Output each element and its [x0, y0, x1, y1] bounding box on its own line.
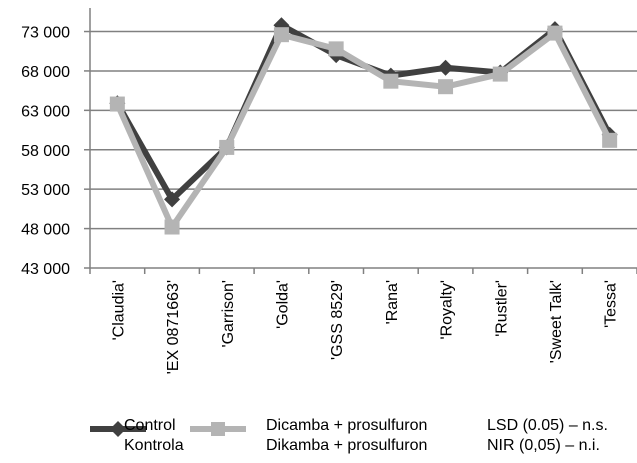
data-point-treatment: [492, 66, 508, 82]
legend-label-lsd-en: LSD (0.05) – n.s.: [487, 417, 608, 434]
y-axis-tick-labels: 43 000 48 000 53 000 58 000 63 000 68 000 73 0…: [21, 25, 70, 278]
legend-label-control: Control Kontrola: [124, 416, 184, 456]
data-series: [109, 17, 618, 235]
x-tick-label: 'Sweet Talk': [548, 280, 565, 363]
data-point-treatment: [109, 96, 125, 112]
legend-label-treatment: Dicamba + prosulfuron Dikamba + prosulfu…: [266, 416, 427, 456]
series-line-treatment: [114, 30, 613, 231]
series-line-control: [114, 22, 613, 203]
legend-label-control-pl: Kontrola: [124, 437, 184, 454]
x-tick-label: 'Tessa': [603, 280, 620, 328]
data-point-control: [437, 59, 454, 76]
data-point-treatment: [164, 219, 180, 235]
data-point-treatment: [219, 139, 235, 155]
data-point-treatment: [383, 73, 399, 89]
y-tick-label: 58 000: [21, 143, 70, 160]
legend-swatch-control: [90, 421, 146, 437]
x-tick-label: 'Rana': [384, 280, 401, 324]
y-tick-label: 48 000: [21, 222, 70, 239]
y-tick-label: 63 000: [21, 103, 70, 120]
data-point-treatment: [547, 25, 563, 41]
y-tick-label: 43 000: [21, 261, 70, 278]
legend: Control Kontrola Dicamba + prosulfuron D…: [90, 416, 637, 460]
legend-label-control-en: Control: [124, 417, 176, 434]
data-point-control: [164, 191, 181, 208]
legend-label-treatment-pl: Dikamba + prosulfuron: [266, 437, 428, 454]
x-tick-label: 'Garrison': [220, 280, 237, 347]
x-tick-label: 'Royalty': [439, 280, 456, 339]
x-tick-label: 'Rustler': [493, 280, 510, 337]
x-tick-label: 'Claudia': [110, 280, 127, 340]
legend-label-lsd-pl: NIR (0,05) – n.i.: [487, 437, 600, 454]
data-point-treatment: [438, 79, 454, 95]
data-point-treatment: [273, 27, 289, 43]
y-tick-label: 53 000: [21, 182, 70, 199]
x-tick-label: 'GSS 8529': [329, 280, 346, 360]
data-point-treatment: [328, 41, 344, 57]
legend-label-treatment-en: Dicamba + prosulfuron: [266, 417, 428, 434]
data-point-treatment: [602, 132, 618, 148]
y-tick-label: 68 000: [21, 64, 70, 81]
x-axis-tick-labels: 'Claudia' 'EX 0871663' 'Garrison' 'Golda' 'G…: [110, 280, 619, 374]
legend-swatch-treatment: [190, 422, 246, 436]
x-tick-label: 'Golda': [274, 280, 291, 329]
y-tick-label: 73 000: [21, 25, 70, 42]
legend-label-lsd: LSD (0.05) – n.s. NIR (0,05) – n.i.: [487, 416, 608, 456]
axes: [84, 8, 637, 274]
x-tick-label: 'EX 0871663': [165, 280, 182, 374]
